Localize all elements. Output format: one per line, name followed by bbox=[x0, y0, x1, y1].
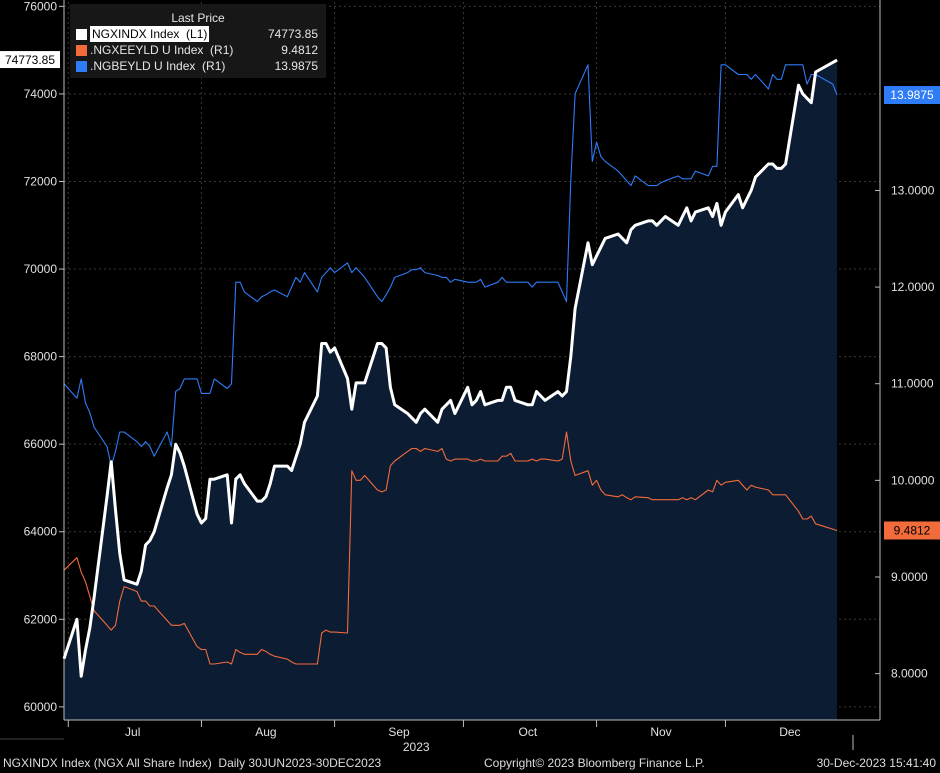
left-tick-label: 76000 bbox=[24, 0, 58, 13]
last-value-right-blue-label: 13.9875 bbox=[890, 88, 934, 102]
legend-entry-ngxeeyld[interactable]: .NGXEEYLD U Index (R1) 9.4812 bbox=[70, 42, 326, 58]
footer: NGXINDX Index (NGX All Share Index) Dail… bbox=[0, 756, 940, 773]
left-tick-label: 70000 bbox=[24, 262, 58, 276]
series-line-0 bbox=[62, 58, 838, 678]
left-tick-label: 64000 bbox=[24, 525, 58, 539]
series-line-2 bbox=[63, 64, 838, 467]
last-value-left-label: 74773.85 bbox=[5, 53, 55, 67]
right-tick-label: 13.0000 bbox=[891, 183, 935, 197]
last-value-right-orange-box bbox=[884, 521, 940, 540]
right-tick-label: 10.0000 bbox=[891, 473, 935, 487]
right-tick-label: 11.0000 bbox=[891, 377, 934, 391]
x-tick-label: Jul bbox=[125, 725, 140, 739]
left-tick-label: 62000 bbox=[24, 612, 58, 626]
footer-timestamp: 30-Dec-2023 15:41:40 bbox=[816, 756, 936, 770]
legend-swatch-ngxeeyld bbox=[76, 45, 87, 56]
left-tick-label: 60000 bbox=[24, 700, 58, 714]
footer-copyright: Copyright© 2023 Bloomberg Finance L.P. bbox=[484, 756, 705, 770]
x-tick-label: Sep bbox=[388, 725, 410, 739]
legend-value-ngbeyld: 13.9875 bbox=[274, 59, 318, 73]
series-lines bbox=[62, 58, 838, 678]
series-line-1 bbox=[63, 431, 838, 665]
last-value-right-orange-label: 9.4812 bbox=[894, 523, 931, 537]
right-tick-label: 9.0000 bbox=[891, 570, 928, 584]
right-tick-label: 12.0000 bbox=[891, 280, 935, 294]
legend-swatch-ngxindx bbox=[76, 29, 87, 40]
legend-header: Last Price bbox=[171, 11, 225, 25]
legend-label-ngxindx: NGXINDX Index (L1) bbox=[90, 26, 210, 42]
legend: Last Price NGXINDX Index (L1) 74773.85 .… bbox=[70, 4, 326, 78]
last-value-right-blue-box bbox=[884, 86, 940, 105]
left-tick-label: 66000 bbox=[24, 437, 58, 451]
legend-entry-ngbeyld[interactable]: .NGBEYLD U Index (R1) 13.9875 bbox=[70, 58, 326, 74]
last-value-left-box bbox=[0, 51, 60, 69]
legend-label-ngxeeyld: .NGXEEYLD U Index (R1) bbox=[90, 43, 234, 57]
x-tick-label: Aug bbox=[255, 725, 276, 739]
x-tick-label: Oct bbox=[519, 725, 538, 739]
legend-label-ngbeyld: .NGBEYLD U Index (R1) bbox=[90, 59, 226, 73]
left-tick-label: 68000 bbox=[24, 350, 58, 364]
legend-value-ngxeeyld: 9.4812 bbox=[281, 43, 318, 57]
axis-labels: 76000 74000 72000 70000 68000 66000 64000 62000… bbox=[0, 0, 940, 754]
axes bbox=[0, 0, 881, 750]
footer-description: NGXINDX Index (NGX All Share Index) Dail… bbox=[3, 756, 382, 770]
x-year-label: 2023 bbox=[403, 740, 430, 754]
area-fill bbox=[63, 60, 838, 721]
legend-entry-ngxindx[interactable]: NGXINDX Index (L1) 74773.85 bbox=[70, 26, 326, 42]
left-tick-label: 72000 bbox=[24, 175, 58, 189]
right-tick-label: 8.0000 bbox=[891, 667, 928, 681]
x-tick-label: Nov bbox=[650, 725, 671, 739]
legend-swatch-ngbeyld bbox=[76, 61, 87, 72]
series-area-0 bbox=[64, 60, 838, 721]
left-tick-label: 74000 bbox=[24, 87, 58, 101]
x-tick-label: Dec bbox=[779, 725, 800, 739]
legend-value-ngxindx: 74773.85 bbox=[267, 27, 318, 41]
